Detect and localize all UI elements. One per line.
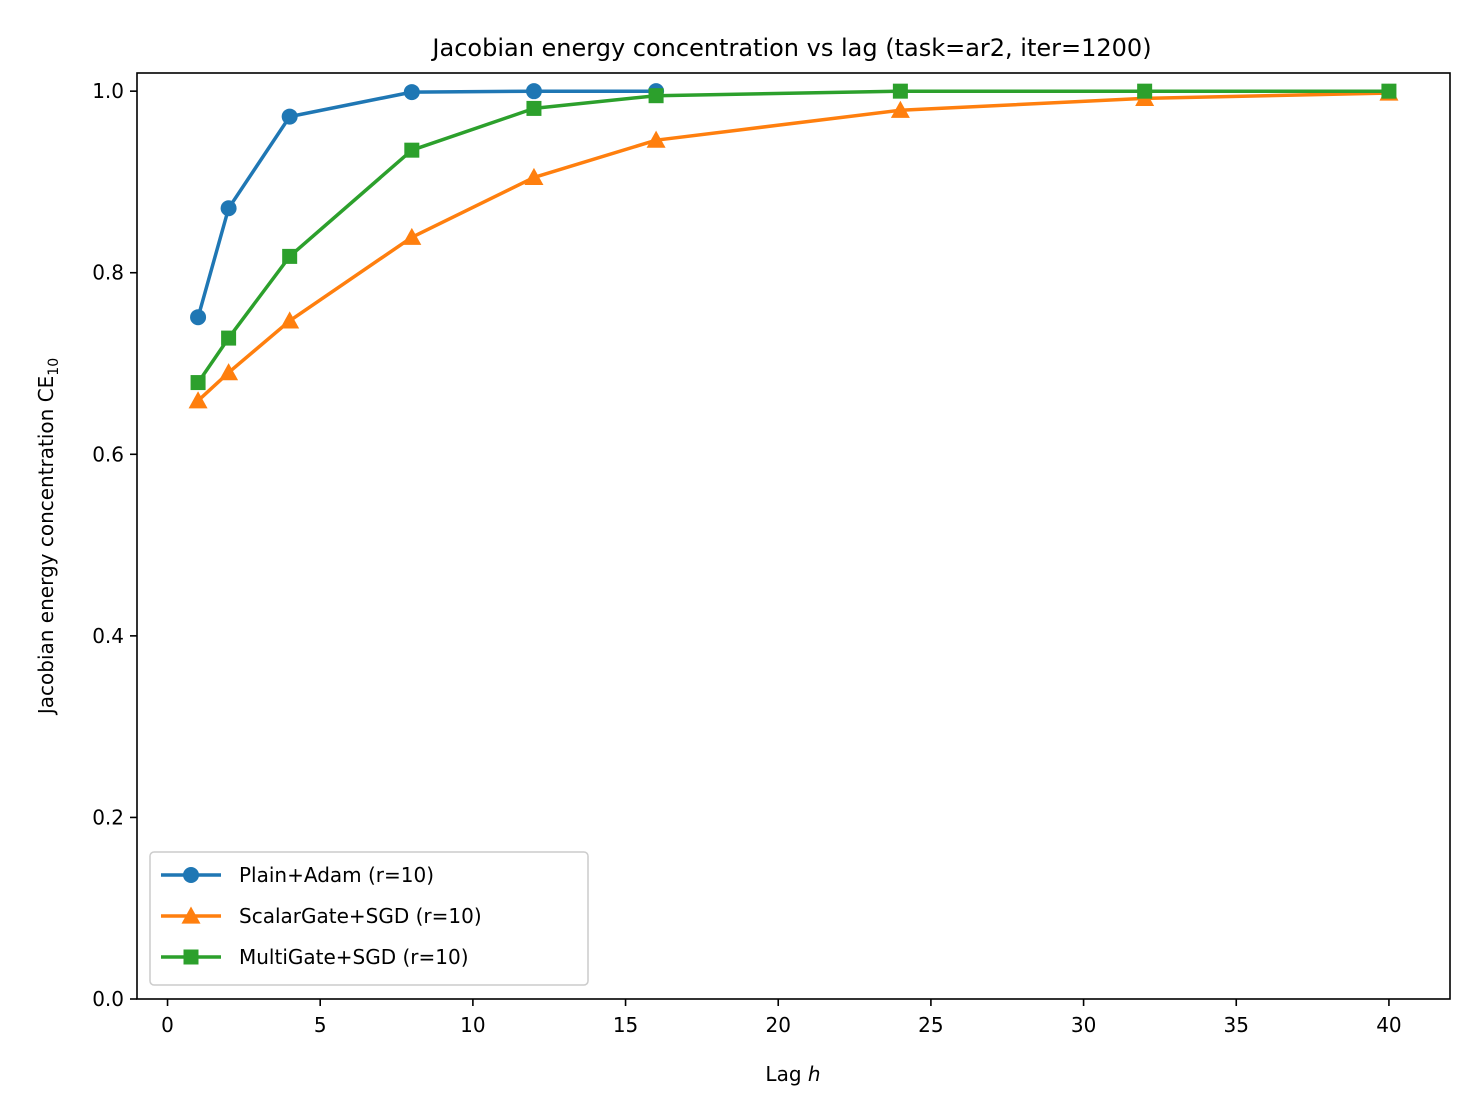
data-point [281,108,298,125]
data-point [219,363,239,381]
x-axis-label-variable: h [808,1062,821,1086]
legend-label: MultiGate+SGD (r=10) [239,945,469,969]
x-axis-label: Lag h [765,1062,820,1086]
x-tick-label: 5 [314,1013,327,1037]
x-tick-label: 20 [766,1013,791,1037]
legend-label: ScalarGate+SGD (r=10) [239,904,482,928]
series-1 [190,83,665,326]
series-line [195,89,1391,386]
legend-marker [181,906,201,924]
y-axis-label-subscript: 10 [46,358,62,376]
data-point [190,309,207,326]
data-point [1381,83,1397,99]
data-point [892,83,908,99]
x-tick-label: 35 [1224,1013,1249,1037]
data-point [525,83,542,100]
chart-title: Jacobian energy concentration vs lag (ta… [430,34,1151,62]
x-tick-label: 30 [1071,1013,1096,1037]
data-point [648,88,664,104]
x-tick-label: 40 [1376,1013,1401,1037]
plot-area [188,83,1399,409]
y-tick-label: 1.0 [92,79,124,103]
data-point [1137,83,1153,99]
data-point [188,391,208,409]
x-axis-label-text: Lag [765,1062,801,1086]
series-line [195,91,1391,404]
legend: Plain+Adam (r=10) ScalarGate+SGD (r=10) Mu… [149,851,589,986]
y-axis-label: Jacobian energy concentration CE10 [34,358,62,716]
y-tick-label: 0.0 [92,987,124,1011]
legend-box [149,851,589,986]
data-point [280,311,300,329]
y-axis: 0.0 0.2 0.4 0.6 0.8 1.0 [92,79,137,1011]
data-point [524,167,544,186]
x-tick-label: 10 [460,1013,485,1037]
data-point [220,200,237,217]
x-tick-label: 0 [161,1013,174,1037]
data-point [402,227,422,245]
data-point [404,142,420,158]
series-line [195,89,658,320]
y-tick-label: 0.4 [92,624,124,648]
series-3 [190,83,1397,391]
x-tick-label: 25 [918,1013,943,1037]
series-2 [188,83,1399,409]
data-point [526,100,542,116]
y-axis-label-text: Jacobian energy concentration CE [34,376,58,716]
x-axis: 0 5 10 15 20 25 30 35 40 [161,999,1402,1037]
data-point [221,330,237,346]
data-point [190,375,206,391]
legend-marker [183,949,199,965]
data-point [282,248,298,264]
y-tick-label: 0.2 [92,805,124,829]
data-point [646,130,666,148]
y-tick-label: 0.6 [92,442,124,466]
y-tick-label: 0.8 [92,261,124,285]
x-tick-label: 15 [613,1013,638,1037]
legend-label: Plain+Adam (r=10) [239,863,434,887]
data-point [890,100,910,118]
data-point [403,84,420,101]
legend-marker [183,867,199,883]
axes-frame [136,72,1451,1000]
